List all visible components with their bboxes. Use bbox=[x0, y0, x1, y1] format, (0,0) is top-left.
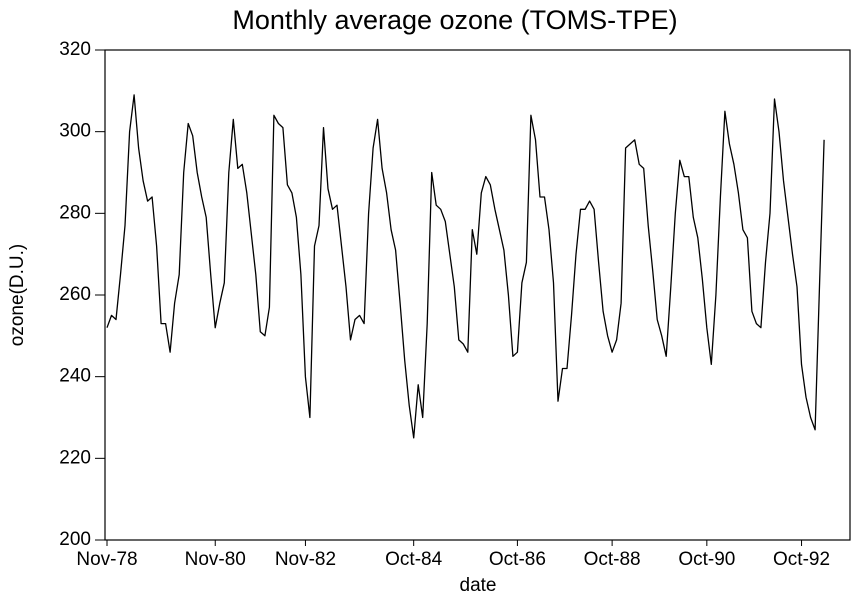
x-tick-label: Oct-86 bbox=[489, 549, 546, 570]
y-tick-label: 240 bbox=[59, 366, 91, 387]
x-tick-label: Nov-82 bbox=[275, 549, 336, 570]
x-tick-label: Oct-84 bbox=[385, 549, 442, 570]
plot-frame bbox=[104, 49, 851, 541]
y-tick-label: 260 bbox=[59, 284, 91, 305]
x-tick-label: Nov-80 bbox=[185, 549, 246, 570]
y-tick-label: 320 bbox=[59, 39, 91, 60]
x-tick-label: Nov-78 bbox=[76, 549, 137, 570]
y-tick-label: 280 bbox=[59, 202, 91, 223]
y-axis-label: ozone(D.U.) bbox=[7, 244, 28, 346]
x-axis-label: date bbox=[460, 575, 497, 596]
y-tick-label: 200 bbox=[59, 529, 91, 550]
y-tick-label: 220 bbox=[59, 447, 91, 468]
y-tick-label: 300 bbox=[59, 121, 91, 142]
x-tick-label: Oct-90 bbox=[678, 549, 735, 570]
data-line bbox=[106, 94, 825, 439]
x-tick-label: Oct-88 bbox=[584, 549, 641, 570]
x-tick-label: Oct-92 bbox=[773, 549, 830, 570]
chart-title: Monthly average ozone (TOMS-TPE) bbox=[232, 5, 677, 35]
